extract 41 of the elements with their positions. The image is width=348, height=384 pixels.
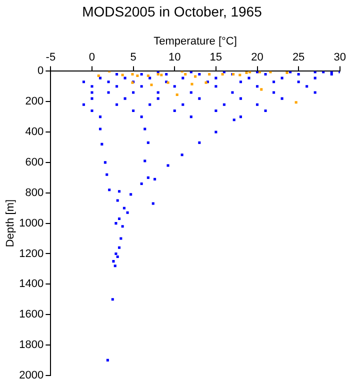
y-tick-label: 600 bbox=[25, 156, 44, 168]
point bbox=[184, 72, 187, 76]
x-tick-label: 5 bbox=[130, 52, 136, 64]
point bbox=[131, 72, 134, 76]
y-tick-label: 1400 bbox=[19, 278, 44, 290]
point bbox=[221, 72, 224, 76]
point bbox=[121, 74, 124, 76]
y-tick-label: 1600 bbox=[19, 308, 44, 321]
point bbox=[194, 75, 197, 78]
point bbox=[146, 74, 150, 78]
y-tick-label: 1000 bbox=[19, 217, 44, 230]
point bbox=[286, 71, 288, 74]
chart-title: MODS2005 in October, 1965 bbox=[82, 3, 262, 20]
y-tick-label: 400 bbox=[25, 126, 44, 138]
y-tick-label: 2000 bbox=[19, 369, 44, 382]
y-tick-label: 0 bbox=[38, 65, 44, 78]
y-axis-title: Depth [m] bbox=[4, 199, 17, 248]
x-tick-label: 0 bbox=[88, 52, 96, 64]
y-tick-label: 1800 bbox=[19, 339, 44, 352]
point bbox=[260, 88, 263, 91]
point bbox=[150, 84, 153, 86]
point bbox=[160, 74, 163, 76]
x-tick-label: 15 bbox=[210, 52, 222, 64]
point bbox=[190, 82, 194, 86]
point bbox=[208, 72, 211, 76]
x-tick-label: 30 bbox=[334, 52, 346, 64]
point bbox=[245, 71, 248, 74]
point bbox=[156, 72, 160, 76]
x-tick-label: 25 bbox=[292, 52, 305, 64]
y-tick-label: 1200 bbox=[19, 248, 44, 260]
point bbox=[136, 74, 139, 78]
y-tick-label: 200 bbox=[25, 96, 44, 108]
point bbox=[176, 94, 178, 96]
point bbox=[294, 101, 298, 104]
y-tick-label: 800 bbox=[25, 186, 44, 199]
x-tick-label: 20 bbox=[251, 52, 264, 64]
point bbox=[97, 74, 100, 78]
point bbox=[238, 74, 242, 76]
x-axis-title: Temperature [°C] bbox=[154, 35, 237, 48]
x-tick-label: -5 bbox=[46, 52, 56, 64]
x-tick-label: 10 bbox=[168, 52, 181, 64]
